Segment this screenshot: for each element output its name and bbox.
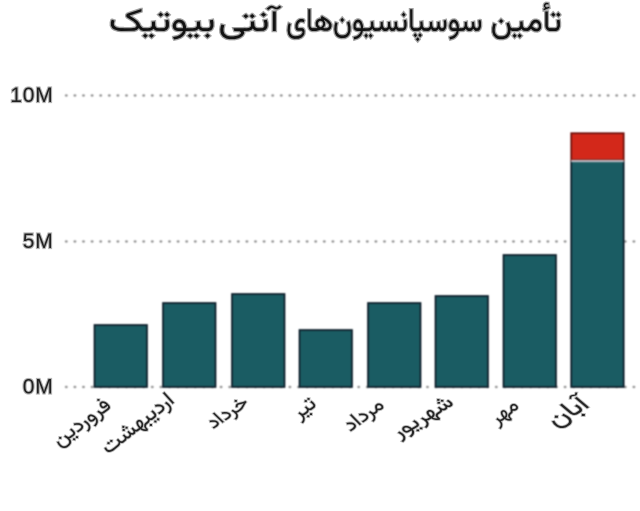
- svg-text:0M: 0M: [23, 376, 54, 399]
- svg-text:10M: 10M: [10, 84, 53, 107]
- svg-text:5M: 5M: [23, 230, 54, 253]
